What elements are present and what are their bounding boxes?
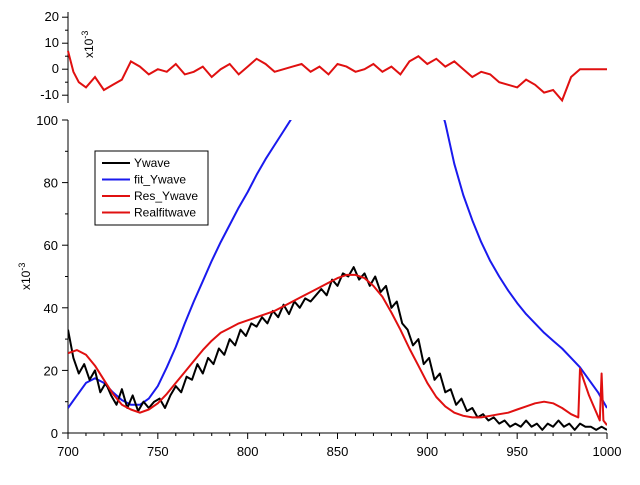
main-x-tick-label: 950 [506, 444, 528, 459]
main-x-tick-label: 800 [237, 444, 259, 459]
main-x-ticks: 700 750 800 850 900 950 1000 [57, 433, 621, 459]
main-y-tick-label: 80 [44, 176, 58, 191]
series-line-ywave [68, 266, 607, 431]
residual-y-scale-base: x10 [82, 38, 96, 58]
main-x-tick-label: 750 [147, 444, 169, 459]
main-y-ticks: 0 20 40 60 80 100 [36, 113, 68, 441]
residual-y-scale-exponent: -3 [80, 31, 90, 39]
residual-y-tick-label: -10 [40, 87, 59, 102]
legend-label-res-ywave: Res_Ywave [134, 189, 198, 203]
residual-y-tick-label: 20 [45, 9, 59, 24]
main-y-tick-label: 100 [36, 113, 58, 128]
main-y-scale-base: x10 [19, 270, 33, 290]
residual-y-tick-label: 0 [52, 61, 59, 76]
residual-series [67, 50, 607, 103]
residual-series-line-res-ywave [67, 50, 607, 103]
main-y-tick-label: 60 [44, 238, 58, 253]
main-y-tick-label: 40 [44, 301, 58, 316]
main-series [68, 120, 607, 431]
residual-y-scale-label: x10-3 [80, 31, 96, 58]
main-y-tick-label: 20 [44, 363, 58, 378]
residual-y-tick-label: 10 [45, 35, 59, 50]
main-x-tick-label: 700 [57, 444, 79, 459]
legend-label-realfitwave: Realfitwave [134, 206, 196, 220]
residual-panel: -10 0 10 20 x10-3 [40, 9, 607, 103]
legend-label-ywave: Ywave [134, 156, 170, 170]
main-y-tick-label: 0 [51, 426, 58, 441]
main-panel: 0 20 40 60 80 100 700 750 800 850 900 950 1000 x10-… [17, 113, 621, 459]
main-x-tick-label: 1000 [593, 444, 622, 459]
main-y-scale-label: x10-3 [17, 263, 33, 290]
legend: Ywave fit_Ywave Res_Ywave Realfitwave [94, 150, 209, 226]
legend-label-fit-ywave: fit_Ywave [134, 173, 186, 187]
series-line-realfitwave [68, 273, 607, 426]
main-y-scale-exponent: -3 [17, 263, 27, 271]
legend-items: Ywave fit_Ywave Res_Ywave Realfitwave [102, 156, 198, 220]
residual-y-ticks: -10 0 10 20 [40, 9, 68, 102]
main-x-tick-label: 900 [416, 444, 438, 459]
main-x-tick-label: 850 [327, 444, 349, 459]
